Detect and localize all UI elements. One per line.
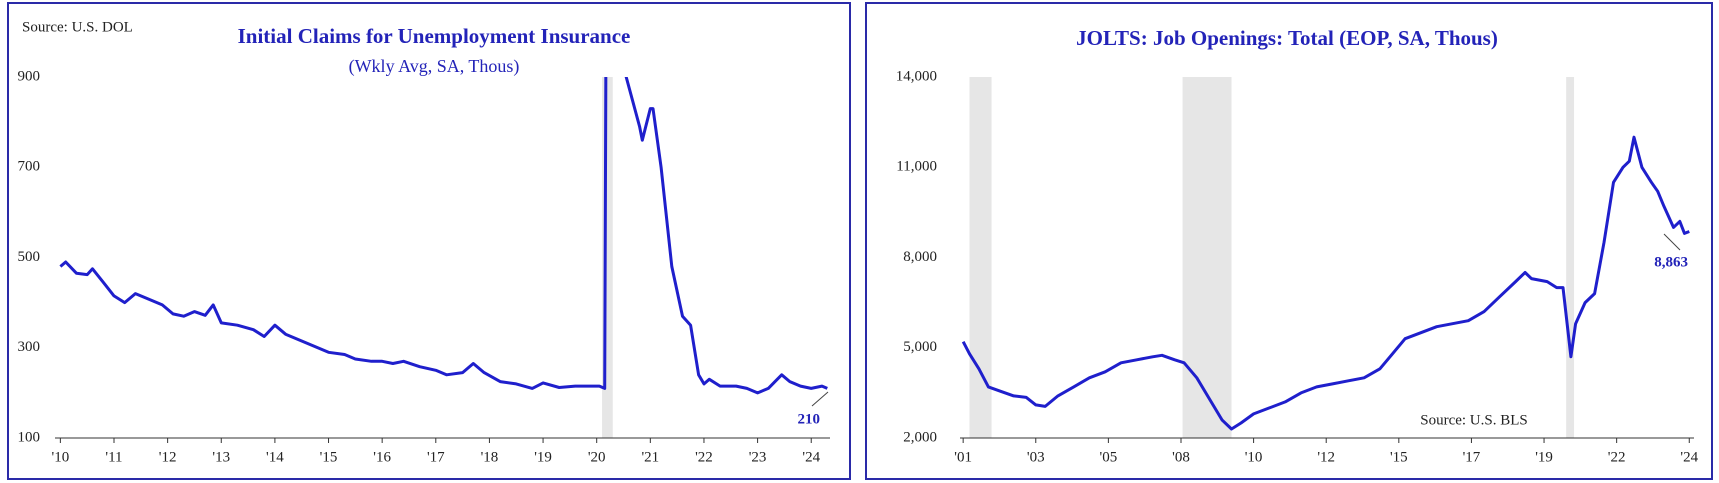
x-tick-label: '19 xyxy=(1535,449,1553,465)
data-line xyxy=(961,135,1690,431)
panel-border xyxy=(7,2,851,480)
x-tick-label: '15 xyxy=(320,449,338,465)
x-tick-label: '22 xyxy=(695,449,713,465)
x-tick-label: '22 xyxy=(1608,449,1626,465)
annotation: 8,863 xyxy=(1654,254,1688,270)
y-tick-label: 500 xyxy=(18,249,41,265)
y-tick-label: 5,000 xyxy=(903,339,937,355)
chart: 100 300 500 700 900 '10 '11 '12 '13 '14 '15 '16 '17 '… xyxy=(18,19,830,465)
recession-shade xyxy=(602,77,613,438)
x-tick-label: '13 xyxy=(212,449,230,465)
y-tick-label: 100 xyxy=(18,429,41,445)
x-tick-label: '14 xyxy=(266,449,284,465)
chart-title: JOLTS: Job Openings: Total (EOP, SA, Tho… xyxy=(1076,26,1498,50)
y-tick-label: 2,000 xyxy=(903,429,937,445)
x-tick-label: '12 xyxy=(159,449,177,465)
x-tick-label: '17 xyxy=(1463,449,1481,465)
chart-subtitle: (Wkly Avg, SA, Thous) xyxy=(349,56,520,77)
annotation-leader xyxy=(1663,233,1681,251)
y-tick-label: 300 xyxy=(18,339,41,355)
x-tick-label: '11 xyxy=(105,449,122,465)
x-tick-label: '10 xyxy=(52,449,70,465)
y-tick-label: 900 xyxy=(18,68,41,84)
recession-shade xyxy=(1566,77,1575,438)
annotation: 210 xyxy=(798,411,821,427)
x-tick-label: '17 xyxy=(427,449,445,465)
panel-border xyxy=(865,2,1713,480)
x-tick-label: '16 xyxy=(373,449,391,465)
source-note: Source: U.S. DOL xyxy=(22,19,133,35)
x-tick-label: '24 xyxy=(1680,449,1698,465)
x-tick-label: '20 xyxy=(588,449,606,465)
recession-shade xyxy=(969,77,992,438)
chart: 2,000 5,000 8,000 11,000 14,000 '01 '03 '05 '08 '… xyxy=(896,26,1699,466)
x-tick-label: '12 xyxy=(1317,449,1335,465)
y-tick-label: 14,000 xyxy=(896,68,937,84)
source-note: Source: U.S. BLS xyxy=(1420,412,1528,428)
x-tick-label: '01 xyxy=(954,449,972,465)
x-tick-label: '10 xyxy=(1245,449,1263,465)
y-tick-label: 8,000 xyxy=(903,249,937,265)
x-tick-label: '21 xyxy=(641,449,659,465)
x-tick-label: '15 xyxy=(1390,449,1408,465)
chart-title: Initial Claims for Unemployment Insuranc… xyxy=(238,24,631,48)
y-tick-label: 11,000 xyxy=(896,159,937,175)
y-tick-label: 700 xyxy=(18,159,41,175)
recession-shade xyxy=(1182,77,1232,438)
x-tick-label: '18 xyxy=(481,449,499,465)
x-tick-label: '08 xyxy=(1172,449,1190,465)
x-tick-label: '05 xyxy=(1100,449,1118,465)
data-line xyxy=(59,77,828,395)
x-tick-label: '03 xyxy=(1027,449,1045,465)
x-tick-label: '24 xyxy=(802,449,820,465)
x-tick-label: '19 xyxy=(534,449,552,465)
annotation-leader xyxy=(811,391,829,407)
x-tick-label: '23 xyxy=(749,449,767,465)
